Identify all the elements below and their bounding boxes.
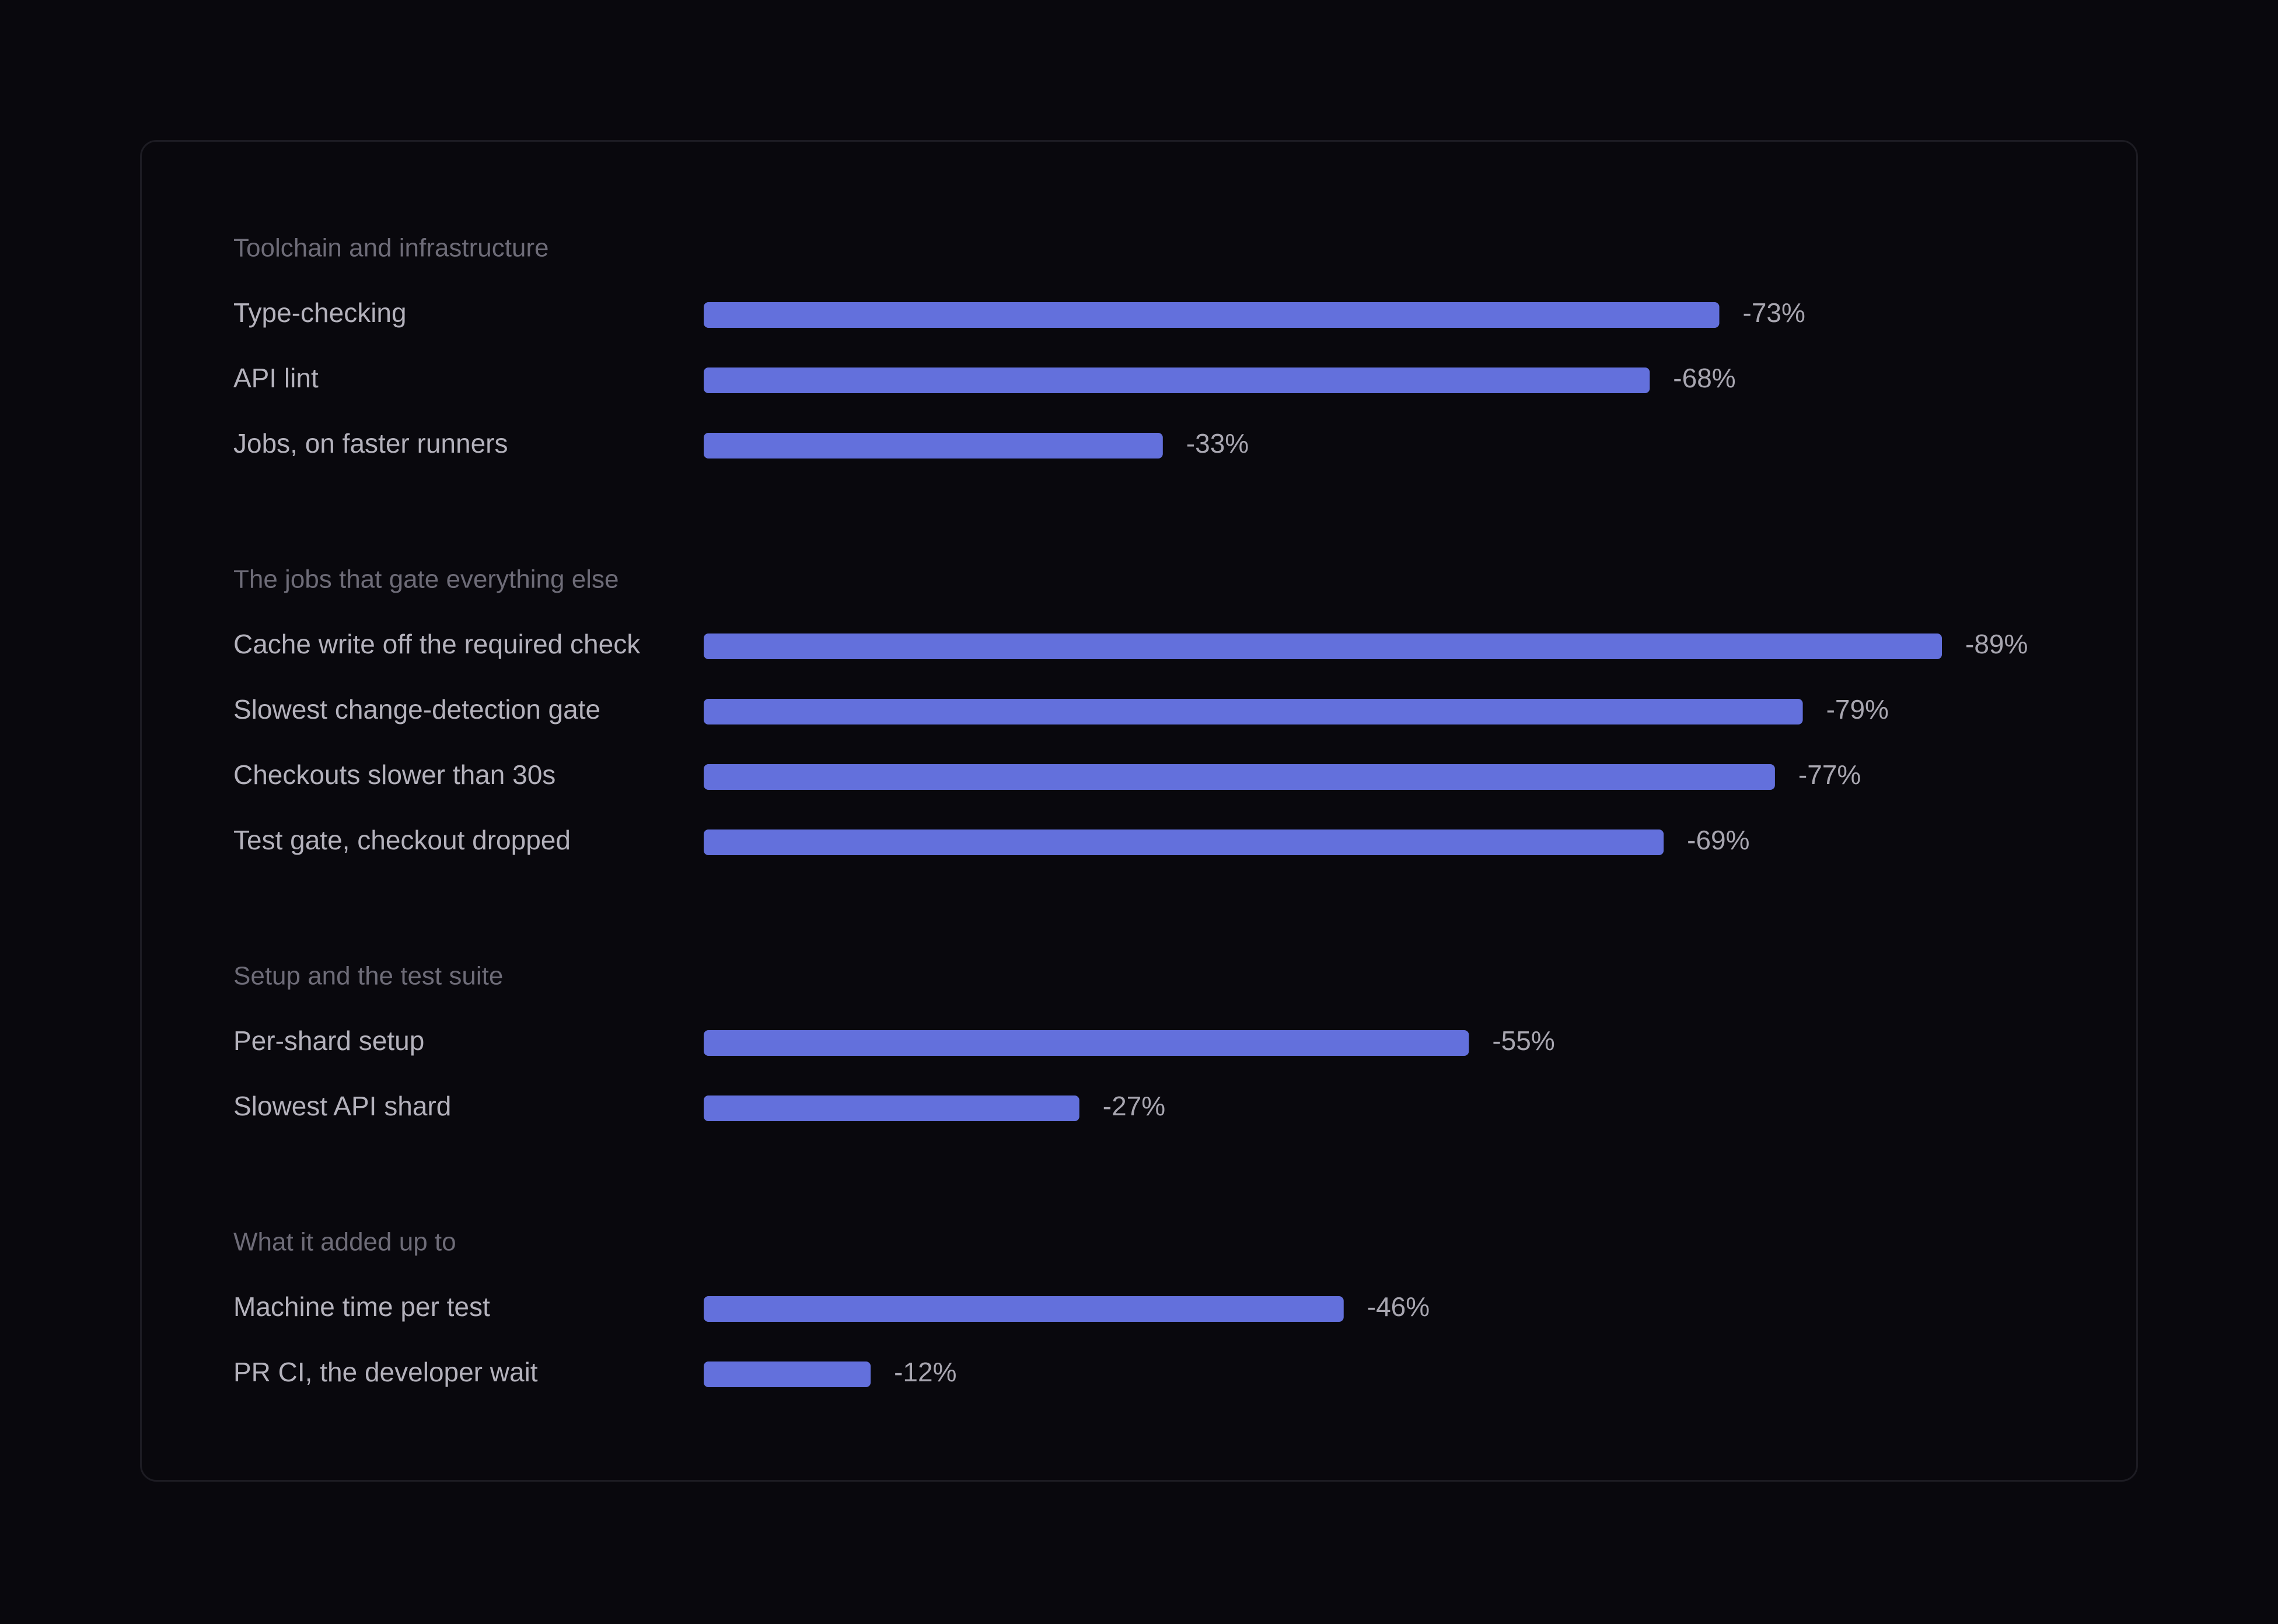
bar — [704, 302, 1720, 328]
row-label: Checkouts slower than 30s — [233, 760, 555, 790]
row-label: Cache write off the required check — [233, 629, 641, 659]
bar — [704, 1362, 871, 1387]
group-title: What it added up to — [233, 1228, 456, 1256]
value-label: -27% — [1103, 1091, 1165, 1121]
row-label: Type-checking — [233, 298, 407, 328]
value-label: -69% — [1687, 825, 1749, 855]
value-label: -12% — [894, 1357, 956, 1387]
value-label: -89% — [1965, 629, 2028, 659]
chart-card — [140, 140, 2138, 1482]
group-title: Toolchain and infrastructure — [233, 234, 549, 262]
row-label: Per-shard setup — [233, 1026, 424, 1056]
value-label: -77% — [1798, 760, 1861, 790]
row-label: PR CI, the developer wait — [233, 1357, 538, 1387]
value-label: -68% — [1673, 363, 1735, 393]
row-label: Slowest API shard — [233, 1091, 451, 1121]
value-label: -33% — [1186, 428, 1249, 459]
bar — [704, 634, 1942, 659]
bar — [704, 1296, 1344, 1322]
bar — [704, 699, 1803, 724]
group-title: The jobs that gate everything else — [233, 565, 619, 594]
bar — [704, 830, 1664, 855]
value-label: -73% — [1743, 298, 1805, 328]
group-title: Setup and the test suite — [233, 962, 503, 991]
row-label: Machine time per test — [233, 1292, 490, 1322]
row-label: API lint — [233, 363, 319, 393]
bar — [704, 368, 1650, 393]
value-label: -79% — [1826, 694, 1889, 724]
bar — [704, 1030, 1469, 1056]
bar — [704, 1096, 1079, 1121]
value-label: -55% — [1492, 1026, 1554, 1056]
value-label: -46% — [1367, 1292, 1430, 1322]
bar — [704, 433, 1163, 459]
row-label: Slowest change-detection gate — [233, 694, 600, 724]
bar — [704, 764, 1775, 790]
row-label: Jobs, on faster runners — [233, 428, 508, 459]
row-label: Test gate, checkout dropped — [233, 825, 571, 855]
